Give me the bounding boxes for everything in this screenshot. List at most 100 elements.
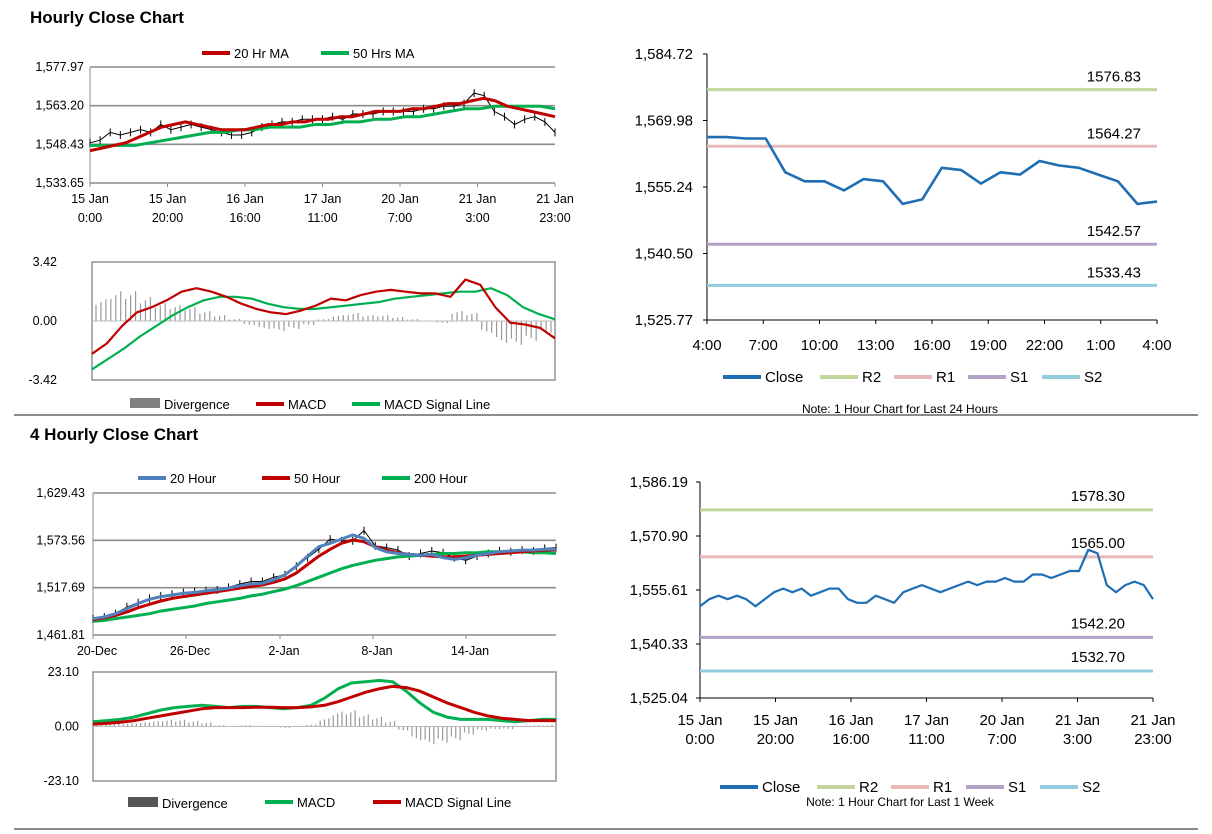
x-tick-label: 15 Jan — [753, 712, 798, 729]
legend-divergence-swatch — [130, 398, 160, 408]
y-tick-label: -3.42 — [29, 373, 58, 387]
x-tick-label: 10:00 — [801, 337, 839, 354]
y-tick-label: 1,525.77 — [635, 312, 693, 329]
x-tick-label: 7:00 — [749, 337, 778, 354]
legend-s1-label: S1 — [1008, 779, 1026, 796]
y-tick-label: 1,525.04 — [630, 690, 688, 707]
close-series — [707, 135, 1158, 206]
legend-s2-label: S2 — [1084, 369, 1102, 386]
level-s2-label: 1532.70 — [1071, 649, 1125, 666]
legend-macd-label: MACD — [288, 397, 326, 412]
chart-note: Note: 1 Hour Chart for Last 1 Week — [806, 795, 995, 809]
x-tick-label: 19:00 — [969, 337, 1007, 354]
x-tick-label: 1:00 — [1086, 337, 1115, 354]
x-tick-label: 0:00 — [685, 731, 714, 748]
x-tick-label: 20 Jan — [979, 712, 1024, 729]
x-tick-label: 21 Jan — [1130, 712, 1175, 729]
y-tick-label: -23.10 — [44, 774, 79, 788]
y-tick-label: 1,584.72 — [635, 46, 693, 63]
y-tick-label: 1,540.33 — [630, 636, 688, 653]
x-tick-label: 11:00 — [908, 731, 944, 748]
y-tick-label: 1,629.43 — [36, 486, 85, 500]
y-tick-label: 1,586.19 — [630, 474, 688, 491]
x-tick-label: 20-Dec — [77, 644, 117, 658]
signal-series — [91, 287, 556, 371]
section-separator — [14, 414, 1198, 416]
legend-ma50-label: 50 Hrs MA — [353, 46, 415, 61]
level-s1-label: 1542.20 — [1071, 615, 1125, 632]
legend-50hour-label: 50 Hour — [294, 471, 341, 486]
y-tick-label: 1,577.97 — [35, 60, 84, 74]
legend-close-label: Close — [762, 779, 800, 796]
x-tick-label: 3:00 — [465, 211, 489, 225]
y-tick-label: 1,533.65 — [35, 176, 84, 190]
x-tick-label: 11:00 — [307, 211, 337, 225]
y-tick-label: 1,569.98 — [635, 113, 693, 130]
y-tick-label: 1,517.69 — [36, 581, 85, 595]
x-tick-label: 15 Jan — [149, 192, 187, 206]
x-tick-label: 15 Jan — [71, 192, 109, 206]
x-tick-label: 21 Jan — [536, 192, 574, 206]
level-s2-label: 1533.43 — [1087, 264, 1141, 281]
y-tick-label: 1,570.90 — [630, 528, 688, 545]
legend-s1-label: S1 — [1010, 369, 1028, 386]
legend-r1-label: R1 — [933, 779, 952, 796]
x-tick-label: 20:00 — [152, 211, 183, 225]
x-tick-label: 16:00 — [832, 731, 870, 748]
x-tick-label: 15 Jan — [677, 712, 722, 729]
y-tick-label: 1,555.61 — [630, 582, 688, 599]
x-tick-label: 13:00 — [857, 337, 895, 354]
legend-macd-label: MACD — [297, 795, 335, 810]
level-r2-label: 1576.83 — [1087, 69, 1141, 86]
x-tick-label: 17 Jan — [904, 712, 949, 729]
ma20-series — [92, 533, 556, 621]
chart-note: Note: 1 Hour Chart for Last 24 Hours — [802, 402, 998, 416]
ma20-series — [89, 96, 556, 153]
x-tick-label: 4:00 — [692, 337, 721, 354]
x-tick-label: 16:00 — [229, 211, 260, 225]
level-r1-label: 1565.00 — [1071, 535, 1125, 552]
x-tick-label: 17 Jan — [304, 192, 342, 206]
y-tick-label: 1,573.56 — [36, 533, 85, 547]
legend-200hour-label: 200 Hour — [414, 471, 468, 486]
x-tick-label: 22:00 — [1026, 337, 1064, 354]
legend-r2-label: R2 — [859, 779, 878, 796]
y-tick-label: 3.42 — [33, 255, 57, 269]
legend-ma20-label: 20 Hr MA — [234, 46, 289, 61]
legend-20hour-label: 20 Hour — [170, 471, 217, 486]
x-tick-label: 7:00 — [388, 211, 412, 225]
x-tick-label: 0:00 — [78, 211, 102, 225]
y-tick-label: 1,540.50 — [635, 246, 693, 263]
x-tick-label: 14-Jan — [451, 644, 489, 658]
y-tick-label: 1,555.24 — [635, 179, 693, 196]
y-tick-label: 0.00 — [55, 720, 79, 734]
y-tick-label: 1,563.20 — [35, 99, 84, 113]
section-title-4hourly: 4 Hourly Close Chart — [30, 425, 199, 444]
macd-series — [92, 679, 556, 724]
legend-r2-label: R2 — [862, 369, 881, 386]
x-tick-label: 7:00 — [987, 731, 1016, 748]
close-series — [699, 548, 1154, 608]
x-tick-label: 4:00 — [1142, 337, 1171, 354]
legend-signal-label: MACD Signal Line — [384, 397, 490, 412]
y-tick-label: 1,548.43 — [35, 137, 84, 151]
legend-close-label: Close — [765, 369, 803, 386]
y-tick-label: 0.00 — [33, 314, 57, 328]
x-tick-label: 26-Dec — [170, 644, 210, 658]
x-tick-label: 16 Jan — [828, 712, 873, 729]
legend-r1-label: R1 — [936, 369, 955, 386]
legend-divergence-swatch — [128, 797, 158, 807]
signal-series — [92, 684, 556, 726]
bottom-separator — [14, 828, 1198, 830]
x-tick-label: 21 Jan — [1055, 712, 1100, 729]
x-tick-label: 3:00 — [1063, 731, 1092, 748]
section-title-hourly: Hourly Close Chart — [30, 8, 184, 27]
macd-series — [91, 278, 556, 355]
legend-s2-label: S2 — [1082, 779, 1100, 796]
